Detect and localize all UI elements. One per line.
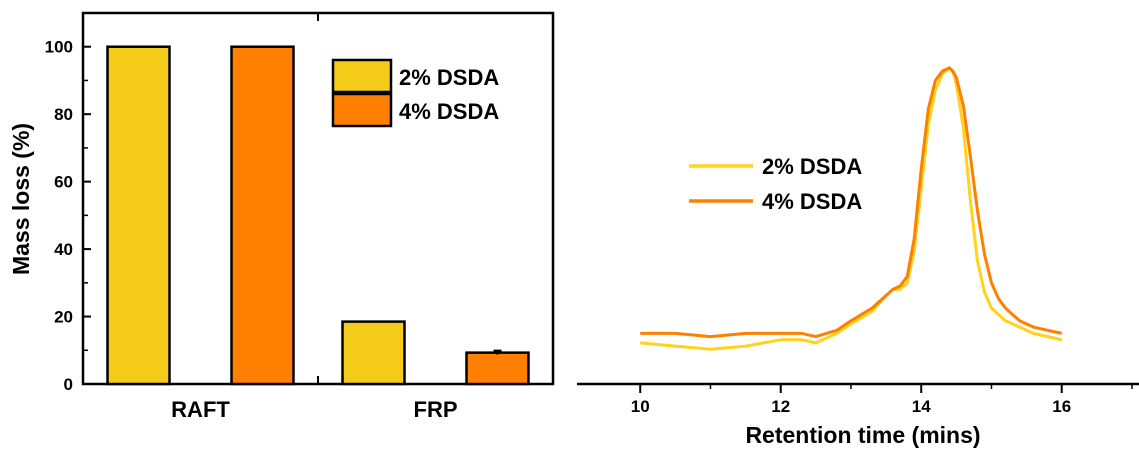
series-line-4-dsda (640, 66, 1063, 339)
x-tick-label: 12 (771, 397, 790, 416)
bar-chart: 0 20 40 60 80 100 RAFT FRP Mass loss (%) 2% DS… (8, 11, 555, 422)
line-series (640, 66, 1063, 351)
bar-y-axis-title: Mass loss (%) (8, 123, 34, 275)
bar-raft-2-dsda (106, 45, 171, 386)
legend-swatch-4-dsda (331, 92, 393, 128)
y-tick-label: 80 (54, 105, 73, 124)
legend-label-2-dsda: 2% DSDA (399, 65, 499, 90)
x-tick-label: 14 (912, 397, 931, 416)
line-x-axis-title: Retention time (mins) (745, 422, 980, 448)
series-line-2-dsda (640, 66, 1063, 351)
legend-label-4-dsda: 4% DSDA (399, 99, 499, 124)
line-x-ticks: 10 12 14 16 (631, 384, 1133, 416)
y-tick-label: 0 (64, 375, 73, 394)
bar-frp-2-dsda (341, 320, 406, 386)
x-category-label: FRP (414, 397, 458, 422)
legend-label-2-dsda: 2% DSDA (762, 154, 862, 179)
bar-raft-4-dsda (230, 45, 295, 386)
bar-bars (106, 45, 530, 386)
y-tick-label: 20 (54, 308, 73, 327)
bar-legend: 2% DSDA 4% DSDA (331, 58, 499, 128)
legend-swatch-2-dsda (331, 58, 393, 94)
x-tick-label: 10 (631, 397, 650, 416)
y-tick-label: 40 (54, 240, 73, 259)
bar-y-ticks: 0 20 40 60 80 100 (45, 38, 91, 394)
y-tick-label: 100 (45, 38, 73, 57)
x-tick-label: 16 (1052, 397, 1071, 416)
x-category-label: RAFT (171, 397, 230, 422)
bar-x-ticks: RAFT FRP (171, 13, 458, 422)
line-legend: 2% DSDA 4% DSDA (689, 154, 862, 214)
bar-frp-4-dsda (465, 351, 530, 386)
line-chart: 10 12 14 16 Retention time (mins) 2% DSDA 4%… (577, 66, 1139, 448)
y-tick-label: 60 (54, 173, 73, 192)
legend-label-4-dsda: 4% DSDA (762, 189, 862, 214)
